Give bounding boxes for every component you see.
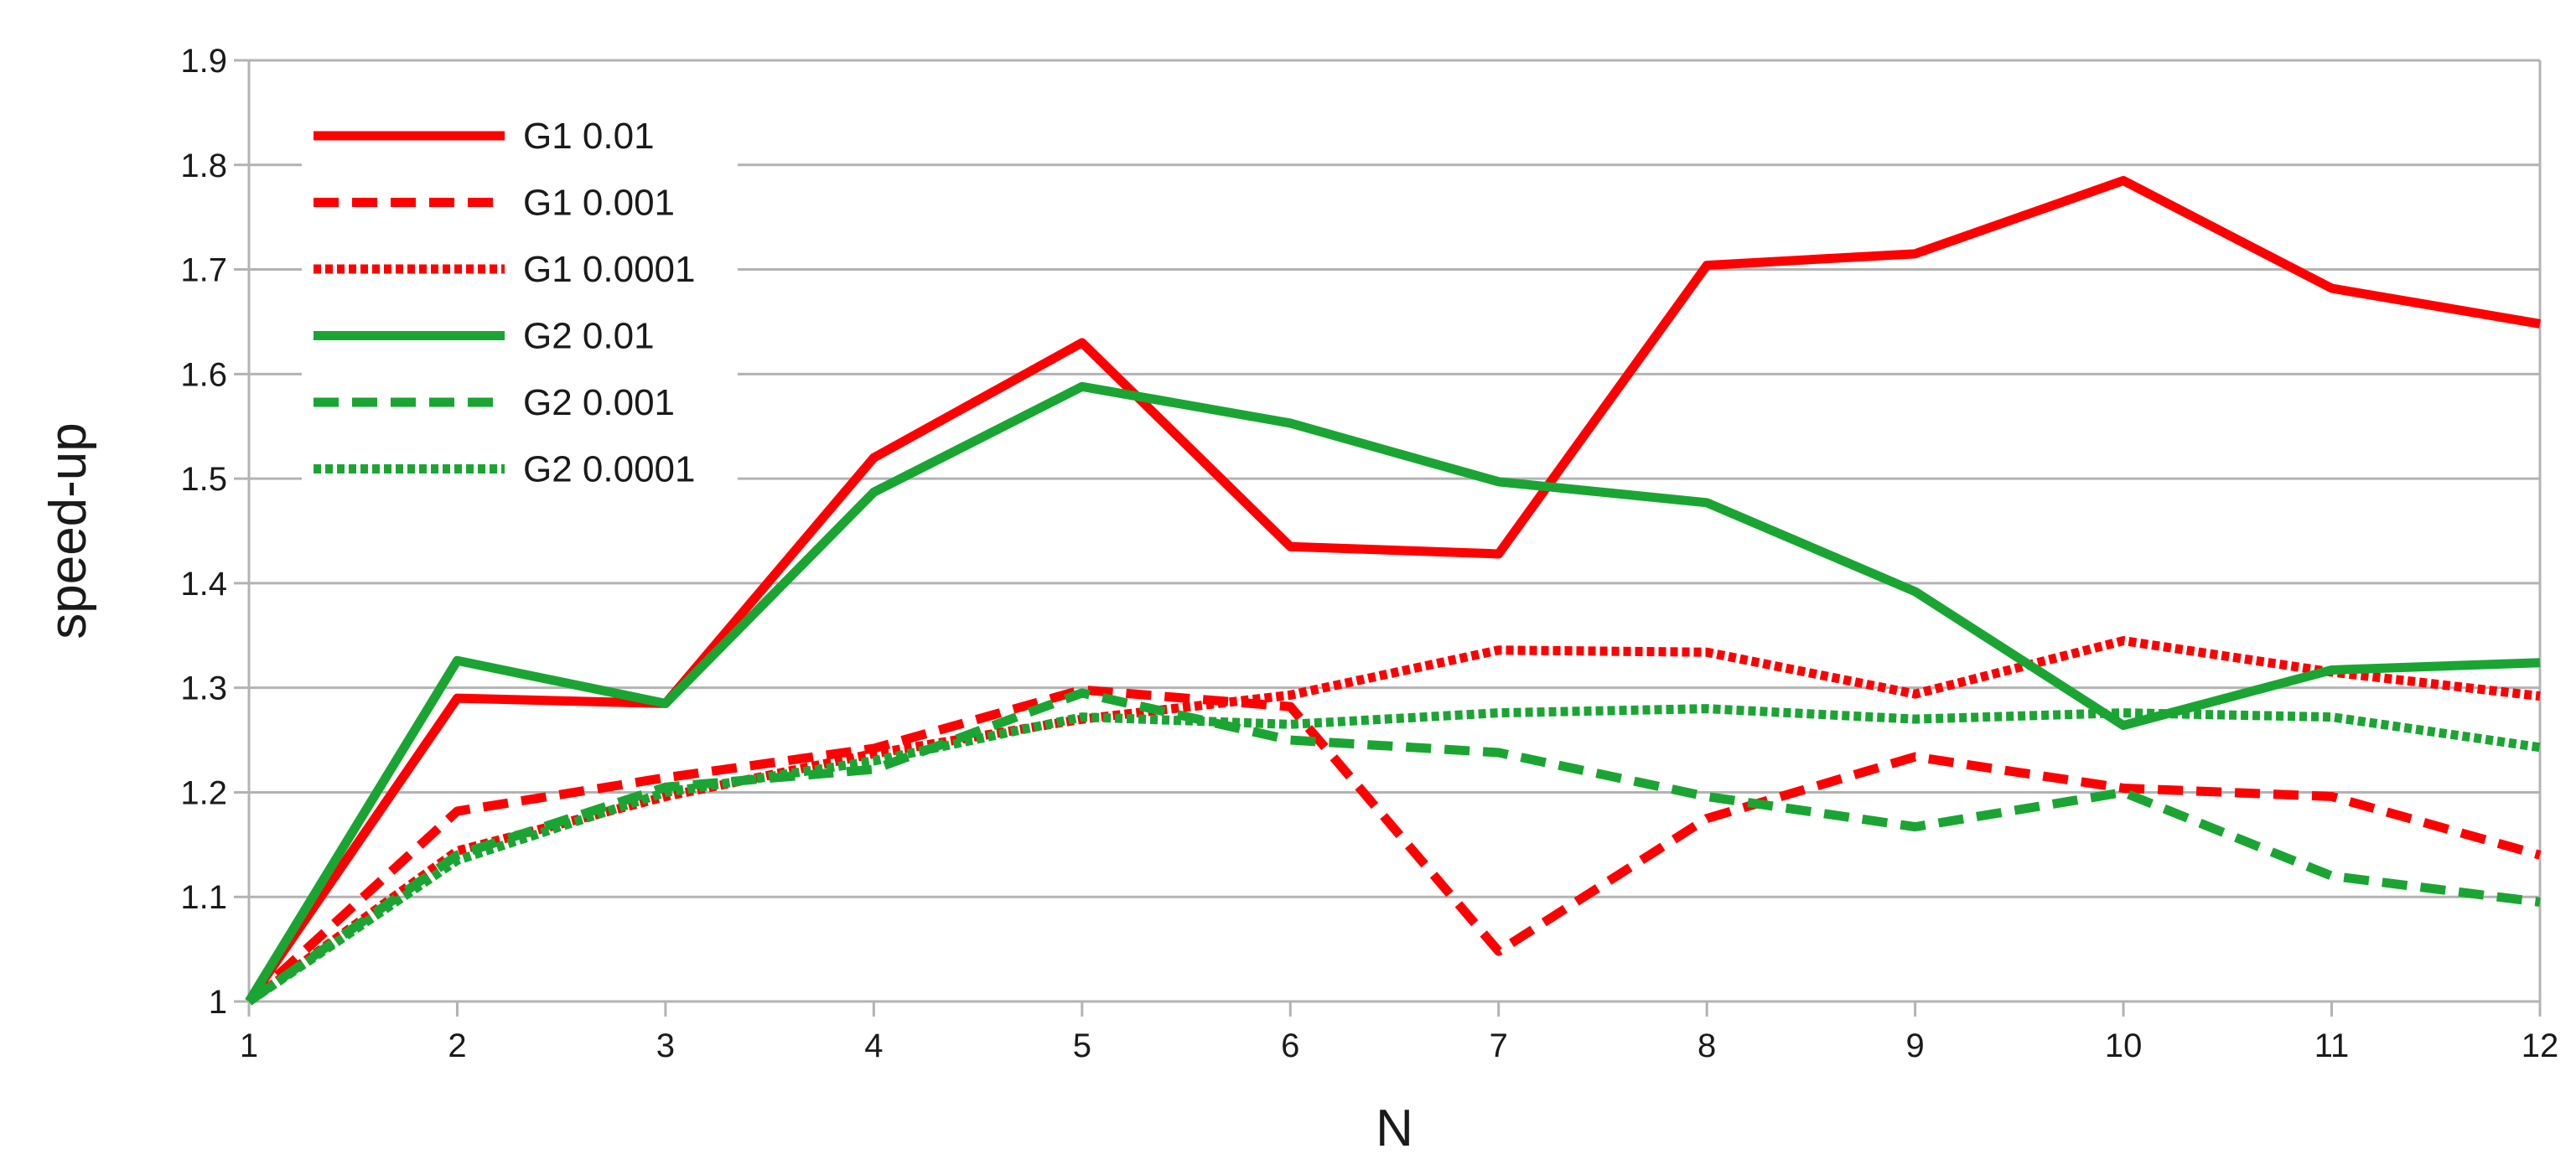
x-tick-label: 8 (1697, 1027, 1716, 1064)
x-tick-label: 4 (864, 1027, 883, 1064)
y-tick-label: 1.8 (180, 147, 227, 184)
x-tick-label: 9 (1906, 1027, 1925, 1064)
x-tick-label: 2 (448, 1027, 466, 1064)
axes (234, 59, 2542, 1017)
y-tick-label: 1.6 (180, 356, 227, 393)
y-tick-label: 1 (209, 984, 227, 1021)
legend: G1 0.01 G1 0.001 G1 0.0001 G2 0.01 G2 0.001 G… (302, 62, 738, 490)
x-tick-label: 7 (1490, 1027, 1508, 1064)
legend-label-5: G2 0.0001 (523, 449, 696, 490)
x-tick-label: 11 (2314, 1027, 2350, 1064)
y-tick-label: 1.1 (180, 879, 227, 916)
x-axis-title: N (1376, 1100, 1413, 1154)
legend-label-1: G1 0.001 (523, 183, 675, 224)
series-line-0 (245, 175, 2541, 1005)
y-axis-title: speed-up (39, 422, 97, 639)
y-tick-labels: 1 1.1 1.2 1.3 1.4 1.5 1.6 1.7 1.8 1.9 (180, 43, 227, 1021)
series-line-1 (246, 685, 2542, 1006)
x-tick-label: 6 (1281, 1027, 1299, 1064)
legend-label-3: G2 0.01 (523, 316, 655, 357)
series-lines (245, 175, 2542, 1006)
y-tick-label: 1.4 (180, 566, 227, 603)
x-tick-label: 12 (2522, 1027, 2559, 1064)
legend-label-2: G1 0.0001 (523, 249, 696, 290)
y-tick-label: 1.3 (180, 670, 227, 707)
legend-label-0: G1 0.01 (523, 116, 655, 157)
x-tick-label: 10 (2105, 1027, 2143, 1064)
x-tick-label: 5 (1073, 1027, 1091, 1064)
y-tick-label: 1.7 (180, 252, 227, 289)
series-line-2 (246, 636, 2541, 1006)
x-tick-label: 3 (656, 1027, 675, 1064)
legend-label-4: G2 0.001 (523, 382, 675, 423)
x-tick-labels: 1 2 3 4 5 6 7 8 9 10 11 12 (240, 1027, 2558, 1064)
x-tick-label: 1 (240, 1027, 258, 1064)
y-tick-label: 1.5 (180, 461, 227, 498)
y-tick-label: 1.2 (180, 774, 227, 811)
series-line-3 (245, 381, 2541, 1004)
series-line-4 (246, 688, 2541, 1006)
y-tick-label: 1.9 (180, 43, 227, 80)
